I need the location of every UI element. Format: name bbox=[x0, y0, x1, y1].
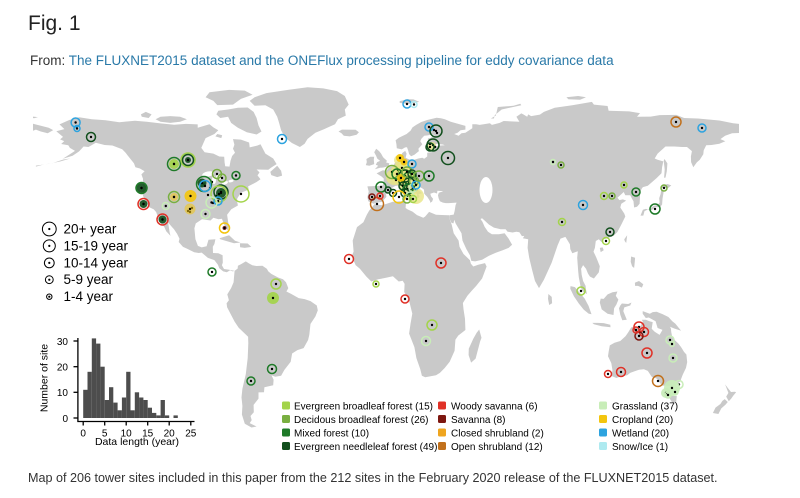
svg-text:Snow/Ice (1): Snow/Ice (1) bbox=[612, 442, 668, 453]
svg-text:Data length (year): Data length (year) bbox=[95, 436, 179, 448]
svg-text:Cropland (20): Cropland (20) bbox=[612, 415, 673, 426]
svg-text:0: 0 bbox=[80, 429, 86, 440]
svg-text:Open shrubland (12): Open shrubland (12) bbox=[451, 442, 543, 453]
svg-text:30: 30 bbox=[57, 337, 69, 348]
svg-text:15: 15 bbox=[142, 429, 154, 440]
svg-text:Number of site: Number of site bbox=[39, 344, 51, 412]
svg-text:20: 20 bbox=[57, 363, 69, 374]
svg-text:Mixed forest (10): Mixed forest (10) bbox=[294, 429, 369, 440]
svg-text:20+ year: 20+ year bbox=[64, 222, 117, 237]
svg-text:Grassland (37): Grassland (37) bbox=[612, 402, 678, 413]
svg-text:25: 25 bbox=[185, 429, 197, 440]
svg-text:Evergreen broadleaf forest (15: Evergreen broadleaf forest (15) bbox=[294, 402, 433, 413]
svg-text:15-19 year: 15-19 year bbox=[64, 238, 129, 253]
svg-text:Wetland (20): Wetland (20) bbox=[612, 429, 669, 440]
svg-text:Savanna (8): Savanna (8) bbox=[451, 415, 505, 426]
svg-text:1-4 year: 1-4 year bbox=[64, 289, 114, 304]
svg-text:Woody savanna (6): Woody savanna (6) bbox=[451, 402, 538, 413]
svg-text:0: 0 bbox=[62, 414, 68, 425]
svg-text:10: 10 bbox=[121, 429, 133, 440]
svg-text:5-9 year: 5-9 year bbox=[64, 272, 114, 287]
svg-text:5: 5 bbox=[102, 429, 108, 440]
svg-text:Evergreen needleleaf forest (4: Evergreen needleleaf forest (49) bbox=[294, 442, 437, 453]
svg-text:10-14 year: 10-14 year bbox=[64, 255, 129, 270]
svg-text:Decidous broadleaf forest (26): Decidous broadleaf forest (26) bbox=[294, 415, 429, 426]
svg-text:20: 20 bbox=[164, 429, 176, 440]
svg-text:Closed shrubland (2): Closed shrubland (2) bbox=[451, 429, 544, 440]
svg-text:10: 10 bbox=[57, 388, 69, 399]
